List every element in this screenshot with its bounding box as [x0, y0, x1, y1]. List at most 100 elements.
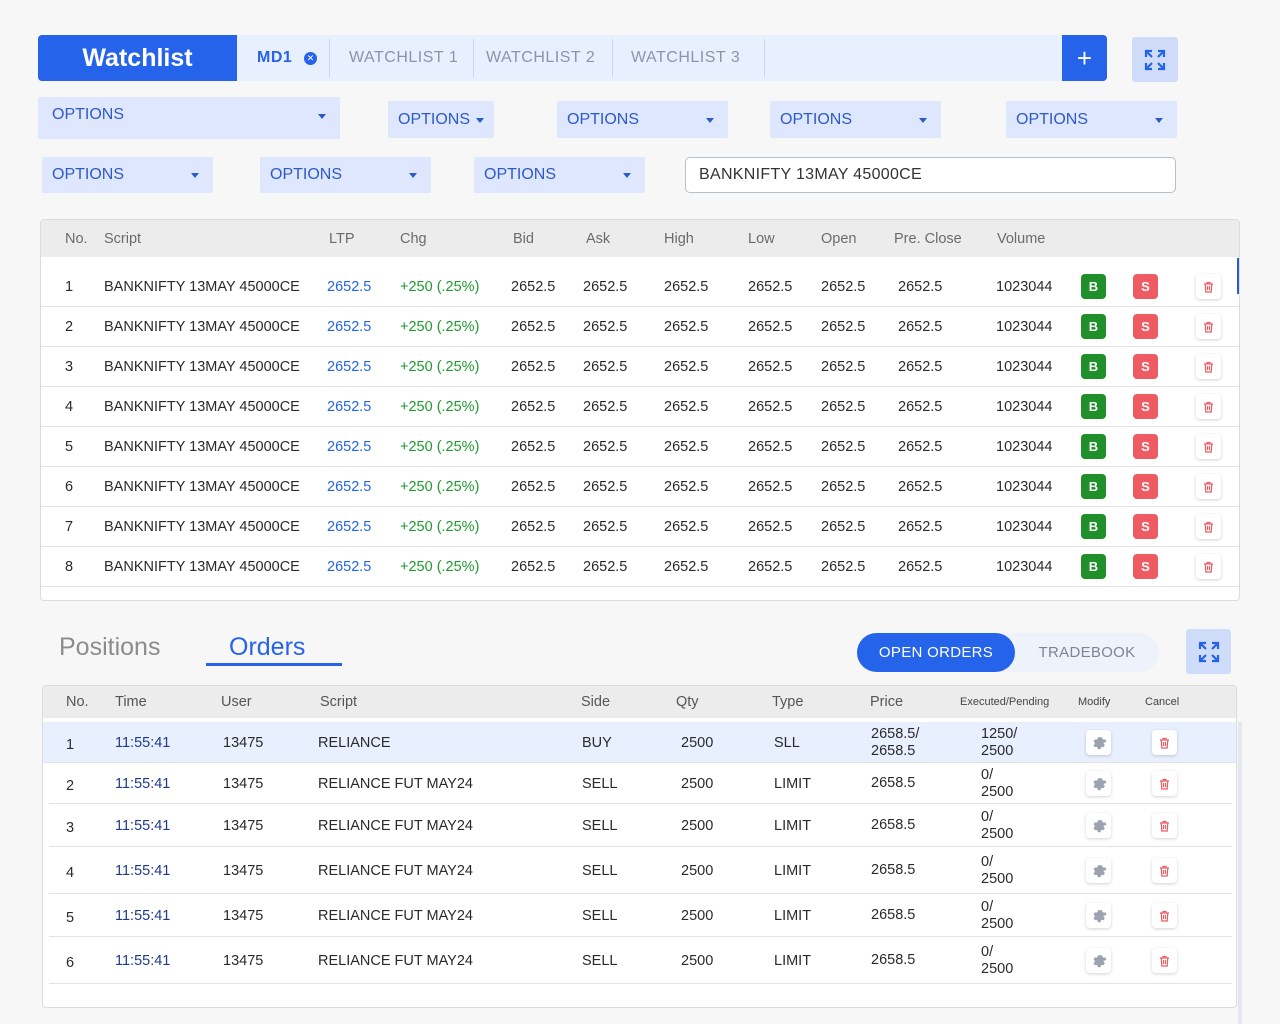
modify-button[interactable]: [1086, 858, 1111, 883]
table-row[interactable]: 4 11:55:41 13475 RELIANCE FUT MAY24 SELL 2500…: [49, 847, 1232, 894]
tab-positions[interactable]: Positions: [59, 633, 161, 661]
table-row[interactable]: 4 BANKNIFTY 13MAY 45000CE 2652.5 +250 (.25%…: [41, 387, 1239, 427]
cancel-button[interactable]: [1152, 730, 1177, 755]
modify-button[interactable]: [1086, 813, 1111, 838]
options-dropdown-7[interactable]: OPTIONS: [260, 157, 431, 193]
buy-button[interactable]: B: [1081, 274, 1106, 299]
options-dropdown-6[interactable]: OPTIONS: [42, 157, 213, 193]
cancel-button[interactable]: [1152, 771, 1177, 796]
sell-button[interactable]: S: [1133, 434, 1158, 459]
modify-button[interactable]: [1086, 948, 1111, 973]
tradebook-button[interactable]: TRADEBOOK: [1038, 644, 1136, 661]
buy-button[interactable]: B: [1081, 554, 1106, 579]
delete-button[interactable]: [1196, 274, 1221, 299]
table-row[interactable]: 3 11:55:41 13475 RELIANCE FUT MAY24 SELL 2500…: [49, 804, 1232, 847]
tab-watchlist-2[interactable]: WATCHLIST 2: [486, 49, 596, 66]
script-search-input[interactable]: BANKNIFTY 13MAY 45000CE: [685, 157, 1176, 193]
col-chg[interactable]: Chg: [400, 230, 427, 247]
table-row[interactable]: 5 11:55:41 13475 RELIANCE FUT MAY24 SELL 2500…: [49, 894, 1232, 937]
table-row[interactable]: 6 11:55:41 13475 RELIANCE FUT MAY24 SELL 2500…: [49, 937, 1232, 984]
delete-button[interactable]: [1196, 434, 1221, 459]
col-volume[interactable]: Volume: [997, 230, 1046, 247]
col-high[interactable]: High: [664, 230, 694, 247]
cell-ltp: 2652.5: [327, 479, 372, 495]
sell-button[interactable]: S: [1133, 514, 1158, 539]
tab-watchlist-3[interactable]: WATCHLIST 3: [631, 49, 741, 66]
sell-button[interactable]: S: [1133, 354, 1158, 379]
buy-button[interactable]: B: [1081, 314, 1106, 339]
sell-button[interactable]: S: [1133, 274, 1158, 299]
scrollbar-thumb[interactable]: [1236, 722, 1237, 754]
col-modify[interactable]: Modify: [1078, 696, 1111, 708]
scrollbar-thumb[interactable]: [1237, 258, 1239, 294]
sell-button[interactable]: S: [1133, 394, 1158, 419]
table-row[interactable]: 2 BANKNIFTY 13MAY 45000CE 2652.5 +250 (.25%…: [41, 307, 1239, 347]
cell-high: 2652.5: [664, 319, 709, 335]
col-bid[interactable]: Bid: [513, 230, 534, 247]
col-no[interactable]: No.: [65, 230, 88, 247]
col-ask[interactable]: Ask: [586, 230, 611, 247]
col-no[interactable]: No.: [66, 694, 89, 710]
col-pre-close[interactable]: Pre. Close: [894, 230, 962, 247]
modify-button[interactable]: [1086, 771, 1111, 796]
cancel-button[interactable]: [1152, 858, 1177, 883]
cancel-button[interactable]: [1152, 948, 1177, 973]
table-row[interactable]: 5 BANKNIFTY 13MAY 45000CE 2652.5 +250 (.25%…: [41, 427, 1239, 467]
delete-button[interactable]: [1196, 394, 1221, 419]
options-dropdown-2[interactable]: OPTIONS: [388, 101, 494, 138]
sell-button[interactable]: S: [1133, 474, 1158, 499]
col-script[interactable]: Script: [320, 694, 358, 710]
buy-button[interactable]: B: [1081, 514, 1106, 539]
tab-watchlist-1[interactable]: WATCHLIST 1: [349, 49, 459, 66]
table-row[interactable]: 1 11:55:41 13475 RELIANCE BUY 2500 SLL 2658.5/2…: [43, 722, 1236, 763]
close-icon[interactable]: ✕: [304, 51, 318, 65]
buy-button[interactable]: B: [1081, 394, 1106, 419]
table-row[interactable]: 3 BANKNIFTY 13MAY 45000CE 2652.5 +250 (.25%…: [41, 347, 1239, 387]
cell-pre-close: 2652.5: [898, 319, 943, 335]
col-qty[interactable]: Qty: [676, 694, 699, 710]
buy-button[interactable]: B: [1081, 434, 1106, 459]
options-dropdown-4[interactable]: OPTIONS: [770, 101, 941, 138]
table-row[interactable]: 6 BANKNIFTY 13MAY 45000CE 2652.5 +250 (.25%…: [41, 467, 1239, 507]
sell-button[interactable]: S: [1133, 554, 1158, 579]
col-user[interactable]: User: [221, 694, 252, 710]
col-script[interactable]: Script: [104, 230, 142, 247]
table-row[interactable]: 1 BANKNIFTY 13MAY 45000CE 2652.5 +250 (.25%…: [41, 267, 1239, 307]
tab-orders[interactable]: Orders: [229, 633, 306, 661]
cell-no: 1: [65, 279, 74, 295]
delete-button[interactable]: [1196, 314, 1221, 339]
delete-button[interactable]: [1196, 354, 1221, 379]
options-dropdown-8[interactable]: OPTIONS: [474, 157, 645, 193]
col-type[interactable]: Type: [772, 694, 804, 710]
col-side[interactable]: Side: [581, 694, 611, 710]
col-open[interactable]: Open: [821, 230, 857, 247]
expand-watchlist-button[interactable]: [1132, 37, 1178, 82]
expand-orders-button[interactable]: [1186, 629, 1231, 674]
col-cancel[interactable]: Cancel: [1145, 696, 1180, 708]
cancel-button[interactable]: [1152, 903, 1177, 928]
open-orders-button[interactable]: OPEN ORDERS: [857, 633, 1015, 672]
scrollbar-track[interactable]: [1238, 722, 1242, 1024]
options-dropdown-5[interactable]: OPTIONS: [1006, 101, 1177, 138]
options-dropdown-3[interactable]: OPTIONS: [557, 101, 728, 138]
col-executed-pending[interactable]: Executed/Pending: [960, 696, 1050, 708]
buy-button[interactable]: B: [1081, 474, 1106, 499]
cancel-button[interactable]: [1152, 813, 1177, 838]
add-watchlist-button[interactable]: +: [1062, 35, 1107, 81]
table-row[interactable]: 8 BANKNIFTY 13MAY 45000CE 2652.5 +250 (.25%…: [41, 547, 1239, 587]
modify-button[interactable]: [1086, 730, 1111, 755]
delete-button[interactable]: [1196, 474, 1221, 499]
tab-md1[interactable]: MD1 ✕: [257, 35, 318, 81]
col-ltp[interactable]: LTP: [329, 230, 355, 247]
col-low[interactable]: Low: [748, 230, 775, 247]
col-price[interactable]: Price: [870, 694, 904, 710]
delete-button[interactable]: [1196, 554, 1221, 579]
delete-button[interactable]: [1196, 514, 1221, 539]
modify-button[interactable]: [1086, 903, 1111, 928]
options-dropdown-1[interactable]: OPTIONS: [38, 97, 340, 139]
col-time[interactable]: Time: [115, 694, 147, 710]
sell-button[interactable]: S: [1133, 314, 1158, 339]
buy-button[interactable]: B: [1081, 354, 1106, 379]
table-row[interactable]: 2 11:55:41 13475 RELIANCE FUT MAY24 SELL 2500…: [49, 763, 1232, 804]
table-row[interactable]: 7 BANKNIFTY 13MAY 45000CE 2652.5 +250 (.25%…: [41, 507, 1239, 547]
